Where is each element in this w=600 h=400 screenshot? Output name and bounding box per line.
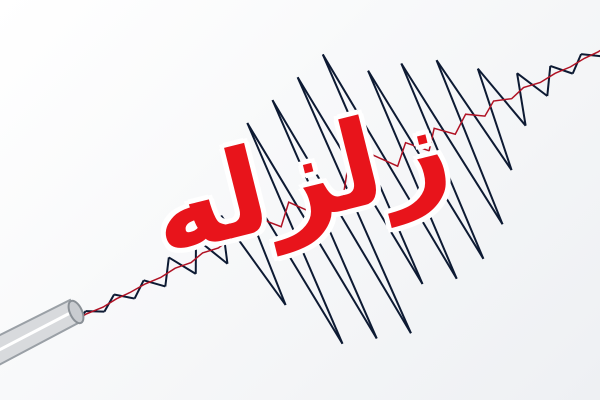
wave-segment (478, 69, 512, 170)
wave-segment (86, 311, 105, 312)
wave-segment (573, 54, 581, 74)
seismograph-pen-icon (0, 299, 87, 375)
wave-segment (547, 66, 550, 96)
